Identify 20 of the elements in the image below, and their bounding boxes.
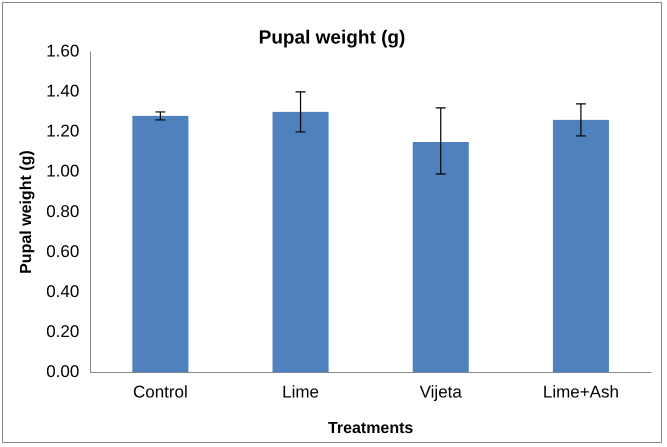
y-tick-label: 1.20	[46, 122, 80, 141]
y-axis-title: Pupal weight (g)	[18, 150, 36, 274]
y-tick-label: 0.40	[46, 282, 80, 301]
y-tick-label: 0.60	[46, 242, 80, 261]
y-tick-label: 0.80	[46, 202, 80, 221]
y-tick-label: 1.60	[46, 41, 80, 60]
y-tick-label: 0.00	[46, 362, 80, 382]
x-tick-label: Vijeta	[420, 382, 462, 402]
y-tick-label: 1.00	[46, 162, 80, 181]
x-axis-title: Treatments	[328, 420, 414, 437]
bar	[552, 120, 609, 372]
y-tick-label: 0.20	[46, 322, 80, 342]
x-tick-label: Lime	[282, 382, 319, 402]
x-tick-label: Lime+Ash	[542, 382, 619, 402]
bar	[272, 112, 329, 372]
x-tick-label: Control	[132, 382, 188, 402]
bar	[132, 116, 188, 372]
bar	[412, 142, 469, 372]
chart-title: Pupal weight (g)	[258, 28, 406, 49]
y-tick-label: 1.40	[46, 82, 80, 101]
